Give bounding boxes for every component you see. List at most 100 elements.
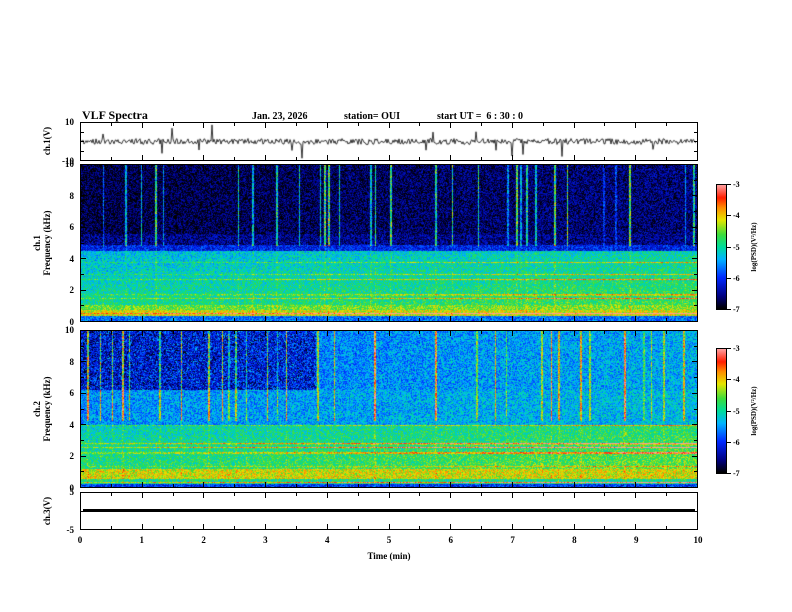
colorbar-tick-label: -7	[733, 469, 740, 478]
colorbar-tick-label: -5	[733, 406, 740, 416]
axis-tick	[358, 157, 359, 160]
axis-tick	[604, 157, 605, 160]
axis-tick	[694, 440, 697, 441]
axis-tick	[81, 141, 84, 142]
axis-tick	[727, 277, 731, 279]
x-tick-label: 3	[263, 535, 268, 545]
axis-tick	[574, 482, 575, 487]
axis-tick	[81, 424, 86, 425]
axis-tick	[666, 165, 667, 168]
axis-tick	[265, 331, 266, 336]
axis-tick	[727, 309, 731, 310]
axis-tick	[142, 524, 143, 529]
axis-tick	[80, 155, 81, 160]
axis-tick	[81, 346, 84, 347]
figure-date: Jan. 23, 2026	[252, 111, 308, 122]
axis-tick	[574, 316, 575, 321]
axis-tick	[419, 484, 420, 487]
colorbar-tick-label: -6	[733, 437, 740, 447]
axis-tick	[481, 331, 482, 334]
axis-tick	[173, 484, 174, 487]
axis-tick	[512, 524, 513, 529]
axis-tick	[327, 165, 328, 170]
ch1-axis-label-line: ch.1	[32, 235, 42, 251]
axis-tick	[80, 316, 81, 321]
axis-tick	[296, 318, 297, 321]
y-tick-label: 10	[65, 117, 74, 127]
axis-tick	[296, 331, 297, 334]
axis-tick	[419, 331, 420, 334]
ch3-voltage-axis-label: ch.3(V)	[42, 496, 52, 526]
y-tick-label: 4	[69, 419, 75, 430]
axis-tick	[142, 331, 143, 336]
axis-tick	[173, 318, 174, 321]
axis-tick	[604, 165, 605, 168]
colorbar-ch1-label: log(PSD)(V²/Hz)	[750, 222, 758, 272]
axis-tick	[692, 424, 697, 425]
axis-tick	[173, 157, 174, 160]
axis-tick	[694, 471, 697, 472]
axis-tick	[234, 331, 235, 334]
axis-tick	[358, 526, 359, 529]
axis-tick	[296, 165, 297, 168]
axis-tick	[203, 524, 204, 529]
axis-tick	[697, 331, 698, 336]
axis-tick	[692, 290, 697, 291]
axis-tick	[694, 409, 697, 410]
axis-tick	[389, 316, 390, 321]
axis-tick	[81, 409, 84, 410]
axis-tick	[481, 157, 482, 160]
axis-tick	[81, 227, 86, 228]
axis-tick	[694, 180, 697, 181]
axis-tick	[512, 316, 513, 321]
axis-tick	[389, 482, 390, 487]
x-tick-label: 10	[693, 535, 703, 545]
x-tick-label: 0	[77, 535, 83, 545]
axis-tick	[142, 165, 143, 170]
axis-tick	[574, 493, 575, 498]
axis-tick	[697, 155, 698, 160]
y-tick-label: -10	[62, 156, 74, 166]
axis-tick	[81, 511, 84, 512]
axis-tick	[635, 123, 636, 128]
axis-tick	[666, 484, 667, 487]
axis-tick	[265, 165, 266, 170]
colorbar-gradient	[717, 185, 726, 309]
axis-tick	[111, 331, 112, 334]
axis-tick	[450, 493, 451, 498]
axis-tick	[694, 346, 697, 347]
axis-tick	[81, 274, 84, 275]
axis-tick	[727, 184, 731, 185]
axis-tick	[81, 211, 84, 212]
axis-tick	[666, 526, 667, 529]
axis-tick	[265, 482, 266, 487]
axis-tick	[327, 482, 328, 487]
y-tick-label: 2	[69, 285, 75, 296]
axis-tick	[358, 165, 359, 168]
axis-tick	[692, 393, 697, 394]
axis-tick	[543, 493, 544, 496]
axis-tick	[727, 215, 731, 217]
x-tick-label: 7	[510, 535, 515, 545]
axis-tick	[81, 243, 84, 244]
colorbar-tick-label: -7	[733, 305, 740, 314]
y-tick-label: 10	[65, 325, 74, 335]
axis-tick	[296, 484, 297, 487]
axis-tick	[635, 524, 636, 529]
axis-tick	[419, 123, 420, 126]
axis-tick	[697, 123, 698, 128]
axis-tick	[203, 482, 204, 487]
axis-tick	[265, 123, 266, 128]
axis-tick	[727, 348, 731, 349]
axis-tick	[81, 195, 86, 196]
axis-tick	[604, 526, 605, 529]
colorbar-ch1	[716, 184, 727, 310]
axis-tick	[450, 316, 451, 321]
axis-tick	[543, 123, 544, 126]
colorbar-tick-label: -4	[733, 375, 740, 385]
ch2-spectrogram-canvas	[81, 331, 697, 487]
axis-tick	[389, 524, 390, 529]
figure-station: station= OUI	[344, 111, 400, 122]
axis-tick	[694, 151, 697, 152]
axis-tick	[296, 526, 297, 529]
